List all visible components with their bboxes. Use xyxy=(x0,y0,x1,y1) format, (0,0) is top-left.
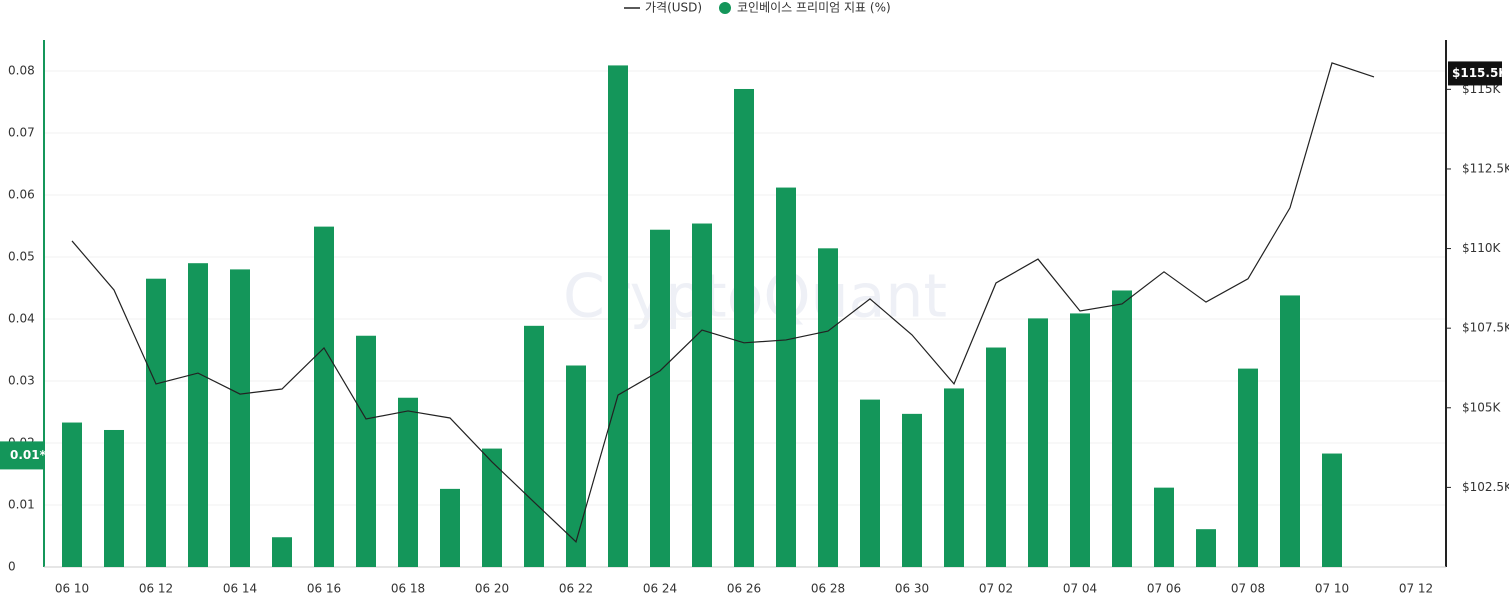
bar xyxy=(776,187,796,567)
bar xyxy=(1154,487,1174,567)
x-tick-label: 06 16 xyxy=(307,582,341,596)
x-tick-label: 06 24 xyxy=(643,582,677,596)
bar xyxy=(440,488,460,567)
bar xyxy=(398,397,418,567)
bar xyxy=(1070,313,1090,567)
y2-tick-label: $110K xyxy=(1462,241,1502,255)
x-tick-label: 07 12 xyxy=(1399,582,1433,596)
y2-tick-label: $112.5K xyxy=(1462,161,1509,175)
bar xyxy=(1322,453,1342,567)
y-tick-label: 0 xyxy=(8,560,16,574)
legend-label: 가격(USD) xyxy=(645,1,702,15)
bar xyxy=(146,278,166,567)
bar xyxy=(356,335,376,567)
y-tick-label: 0.05 xyxy=(8,250,35,264)
price-line xyxy=(71,62,1375,543)
x-tick-label: 07 04 xyxy=(1063,582,1097,596)
x-tick-label: 06 20 xyxy=(475,582,509,596)
x-tick-label: 07 10 xyxy=(1315,582,1349,596)
x-tick-label: 06 28 xyxy=(811,582,845,596)
bar xyxy=(692,223,712,567)
y-tick-label: 0.08 xyxy=(8,64,35,78)
bar xyxy=(1028,318,1048,567)
x-tick-label: 06 18 xyxy=(391,582,425,596)
y-tick-label: 0.04 xyxy=(8,312,35,326)
bar xyxy=(860,399,880,567)
bar xyxy=(734,88,754,567)
y-tick-label: 0.01 xyxy=(8,498,35,512)
bar xyxy=(482,448,502,567)
y2-tick-label: $102.5K xyxy=(1462,480,1509,494)
bar xyxy=(566,365,586,567)
y2-marker-badge xyxy=(1448,61,1502,86)
x-tick-label: 07 08 xyxy=(1231,582,1265,596)
x-tick-label: 07 06 xyxy=(1147,582,1181,596)
bar xyxy=(1280,295,1300,567)
x-tick-label: 06 10 xyxy=(55,582,89,596)
legend-dot xyxy=(719,2,731,14)
bar xyxy=(104,429,124,567)
bar xyxy=(272,537,292,567)
bar xyxy=(902,413,922,567)
x-tick-label: 06 26 xyxy=(727,582,761,596)
x-tick-label: 06 22 xyxy=(559,582,593,596)
x-tick-label: 06 12 xyxy=(139,582,173,596)
y-marker-label: 0.01* xyxy=(10,448,47,462)
bar xyxy=(1112,290,1132,567)
y2-marker-label: $115.5K xyxy=(1452,66,1508,80)
bar xyxy=(650,229,670,567)
bar xyxy=(986,347,1006,567)
y-tick-label: 0.07 xyxy=(8,126,35,140)
x-tick-label: 06 30 xyxy=(895,582,929,596)
x-tick-label: 07 02 xyxy=(979,582,1013,596)
y-tick-label: 0.06 xyxy=(8,188,35,202)
bar xyxy=(230,269,250,567)
bar xyxy=(524,325,544,567)
bar xyxy=(1196,529,1216,567)
y-marker-badge xyxy=(0,441,44,470)
bar xyxy=(188,263,208,567)
legend-label: 코인베이스 프리미엄 지표 (%) xyxy=(737,1,891,15)
bar xyxy=(62,422,82,567)
bar xyxy=(608,65,628,568)
bar xyxy=(1238,368,1258,567)
bar xyxy=(944,388,964,567)
y-tick-label: 0.03 xyxy=(8,374,35,388)
bar xyxy=(314,226,334,567)
y2-tick-label: $105K xyxy=(1462,400,1502,414)
bar xyxy=(818,248,838,567)
y2-tick-label: $107.5K xyxy=(1462,321,1509,335)
x-tick-label: 06 14 xyxy=(223,582,257,596)
